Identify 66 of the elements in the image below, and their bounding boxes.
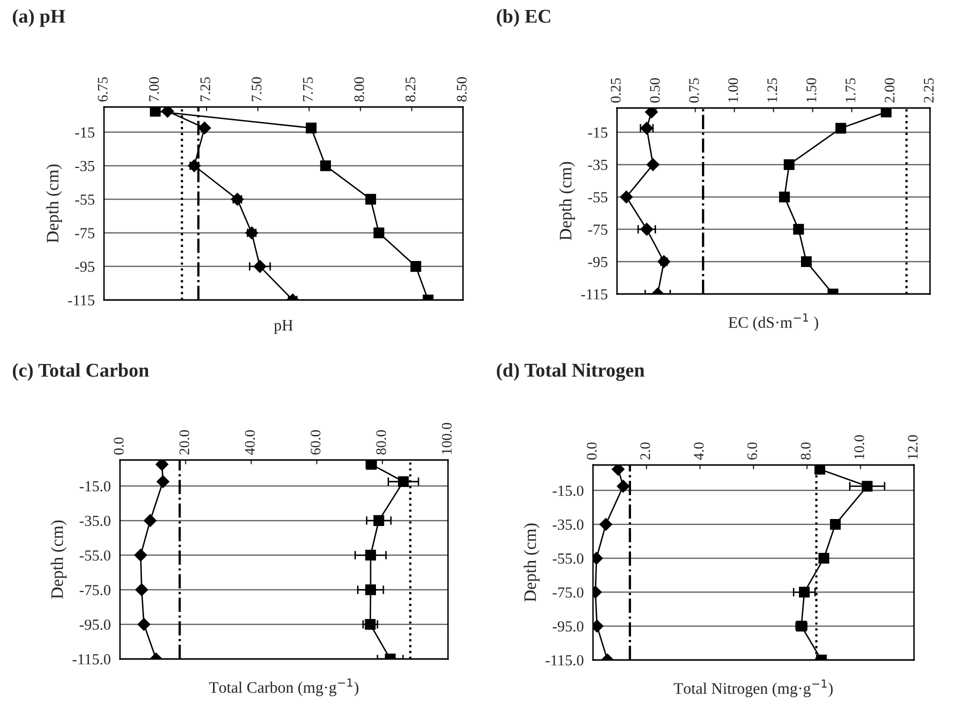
y-axis-title: Depth (cm) — [559, 162, 575, 240]
x-tick-label: 60.0 — [310, 430, 321, 455]
y-tick-label: -55 — [588, 192, 608, 202]
x-tick-label: 0.25 — [610, 78, 621, 103]
y-tick-label: -15.0 — [80, 481, 110, 492]
x-tick-label: 1.75 — [846, 78, 856, 102]
y-tick-label: -75 — [588, 224, 608, 235]
x-tick-label: 2.00 — [884, 78, 895, 102]
y-tick-label: -15 — [75, 127, 94, 138]
x-tick-label: 40.0 — [245, 430, 255, 455]
x-tick-label: 8.0 — [800, 442, 811, 460]
x-tick-label: 0.0 — [586, 442, 597, 460]
y-tick-label: -35.0 — [80, 516, 110, 526]
y-tick-label: -55.0 — [80, 550, 110, 561]
x-tick-label: 0.0 — [114, 437, 124, 455]
y-axis-title: Depth (cm) — [524, 523, 540, 602]
x-axis-title: Total Carbon (mg·g$^{−1}$) — [209, 678, 358, 696]
x-axis-title: pH — [274, 320, 293, 334]
y-tick-label: -95 — [75, 262, 94, 272]
chart-title: (d) Total Nitrogen — [496, 363, 644, 381]
y-tick-label: -95 — [588, 256, 608, 268]
x-tick-label: 7.75 — [303, 77, 313, 102]
y-tick-label: -75.0 — [552, 587, 584, 598]
x-tick-label: 1.50 — [806, 78, 816, 102]
x-tick-label: 2.25 — [924, 78, 934, 102]
x-tick-label: 6.75 — [98, 77, 108, 102]
x-axis-title: Total Nitrogen (mg·g$^{−1}$) — [674, 679, 833, 698]
x-axis-title: EC (dS·m$^{−1}$ ) — [728, 313, 818, 332]
x-tick-label: 1.00 — [728, 78, 738, 102]
x-tick-label: 12.0 — [908, 435, 918, 459]
x-tick-label: 100.0 — [442, 422, 452, 454]
chart-title: (c) Total Carbon — [12, 363, 149, 381]
x-tick-label: 8.00 — [354, 77, 364, 102]
y-axis-title: Depth (cm) — [46, 164, 62, 243]
x-tick-label: 1.25 — [767, 78, 778, 102]
x-tick-label: 6.0 — [747, 442, 758, 460]
x-tick-label: 8.25 — [406, 77, 416, 102]
y-axis-title: Depth (cm) — [50, 520, 67, 599]
y-tick-label: -55.0 — [552, 553, 584, 564]
y-tick-label: -115.0 — [546, 655, 584, 666]
y-tick-label: -75.0 — [80, 584, 110, 596]
y-tick-label: -35 — [75, 160, 94, 172]
x-tick-label: 0.75 — [689, 78, 699, 103]
x-tick-label: 0.50 — [650, 78, 660, 103]
y-tick-label: -35.0 — [552, 519, 584, 530]
x-tick-label: 7.50 — [252, 77, 262, 102]
x-tick-label: 2.0 — [640, 442, 650, 460]
x-tick-label: 80.0 — [376, 430, 386, 455]
chart-title: (b) EC — [496, 9, 550, 27]
y-tick-label: -55 — [75, 194, 94, 205]
y-tick-label: -115 — [581, 289, 608, 300]
x-tick-label: 4.0 — [694, 442, 704, 460]
y-tick-label: -35 — [588, 160, 608, 170]
x-tick-label: 7.25 — [200, 77, 210, 102]
y-tick-label: -95.0 — [80, 620, 110, 630]
y-tick-label: -115.0 — [72, 654, 110, 665]
y-tick-label: -75 — [75, 228, 94, 238]
chart-title: (a) pH — [12, 9, 66, 27]
y-tick-label: -15.0 — [552, 486, 584, 496]
x-tick-label: 20.0 — [179, 430, 190, 454]
x-tick-label: 10.0 — [854, 435, 864, 459]
x-tick-label: 7.00 — [149, 77, 159, 102]
y-tick-label: -15 — [588, 127, 608, 138]
y-tick-label: -115 — [68, 295, 94, 306]
y-tick-label: -95.0 — [552, 621, 584, 632]
x-tick-label: 8.50 — [456, 77, 467, 102]
